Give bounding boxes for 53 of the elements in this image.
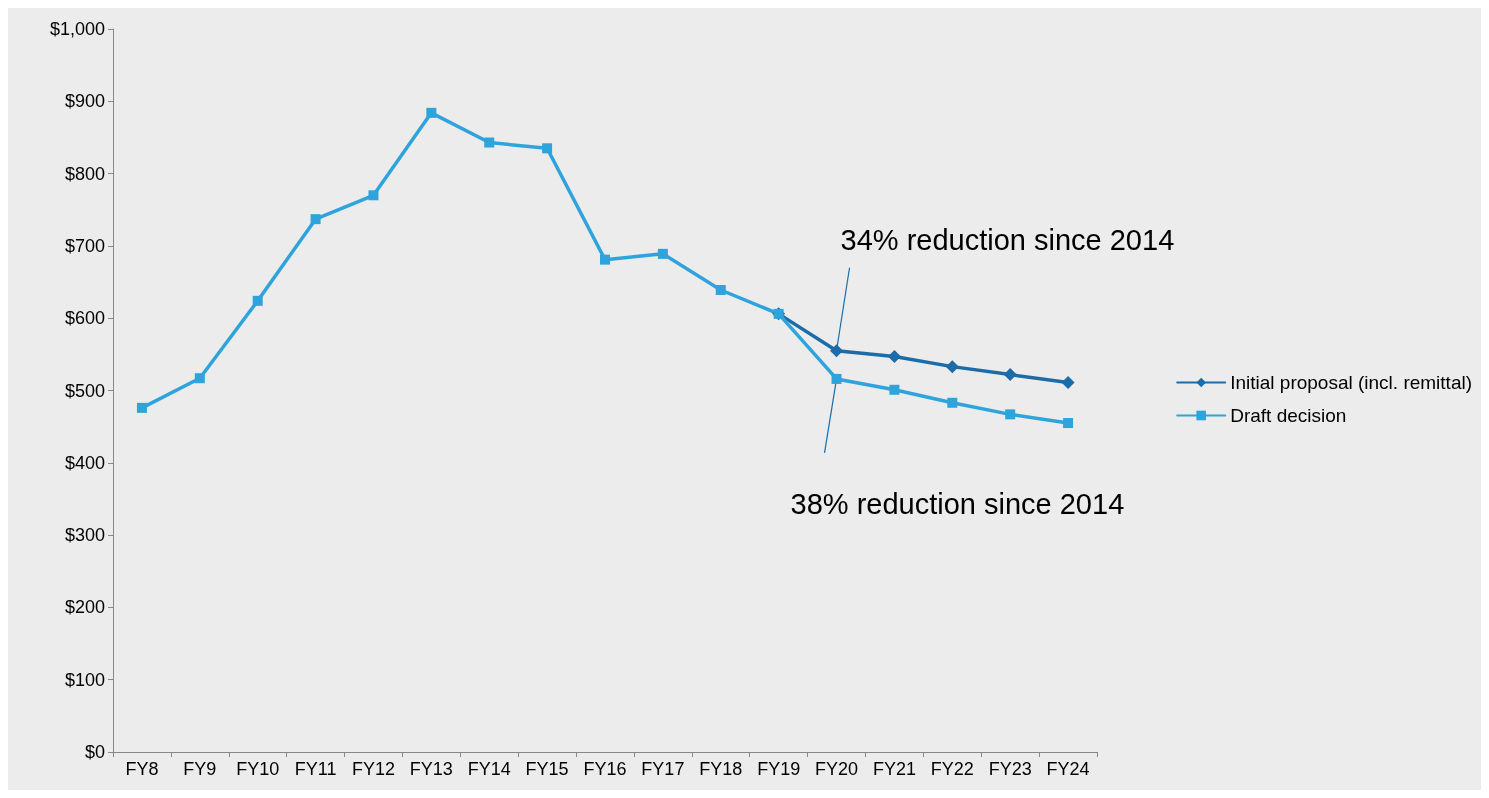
point [887,350,901,364]
x-tick-label: FY8 [125,759,159,779]
x-tick-label: FY9 [183,759,217,779]
y-tick-label: $600 [64,308,105,329]
x-tick-label: FY19 [757,759,801,779]
x-tick-label: FY11 [294,759,337,779]
x-tick-label: FY24 [1046,759,1090,779]
point [368,190,379,201]
y-tick-label: $700 [64,235,105,256]
x-tick-label: FY22 [930,759,974,779]
point [194,373,205,384]
y-tick-label: $400 [64,452,105,473]
y-tick-label: $100 [64,669,105,690]
point [831,373,842,384]
annotation: 34% reduction since 2014 [840,224,1175,257]
y-tick-label: $0 [84,742,105,762]
x-tick-label: FY13 [409,759,453,779]
x-tick-label: FY20 [815,759,859,779]
x-tick-label: FY14 [467,759,511,779]
y-tick-label: $300 [64,525,105,546]
legend-label: Initial proposal (incl. remittal) [1230,372,1473,393]
x-tick-label: FY12 [351,759,395,779]
y-tick-label: $800 [64,163,105,184]
x-tick-label: FY17 [641,759,685,779]
legend-label: Draft decision [1230,405,1347,426]
point [947,397,958,408]
x-tick-label: FY15 [525,759,569,779]
point [1061,376,1075,390]
point [657,248,668,259]
point [136,402,147,413]
x-tick-label: FY23 [988,759,1032,779]
point [715,285,726,295]
point [945,360,959,374]
point [889,384,900,395]
x-tick-label: FY18 [699,759,743,779]
point [1063,418,1074,429]
y-tick-label: $500 [64,380,105,401]
x-tick-label: FY16 [583,759,627,779]
point [542,143,553,154]
x-tick-label: FY10 [236,759,280,779]
y-tick-label: $200 [64,597,105,618]
point [252,295,263,306]
x-tick-label: FY21 [872,759,916,779]
point [310,214,321,225]
y-tick-label: $900 [64,91,105,112]
point [600,254,610,265]
point [426,107,437,118]
point [484,137,495,148]
point [1003,368,1017,382]
point [1005,409,1016,420]
point [830,344,844,358]
y-tick-label: $1,000 [49,19,105,39]
annotation: 38% reduction since 2014 [790,488,1125,521]
